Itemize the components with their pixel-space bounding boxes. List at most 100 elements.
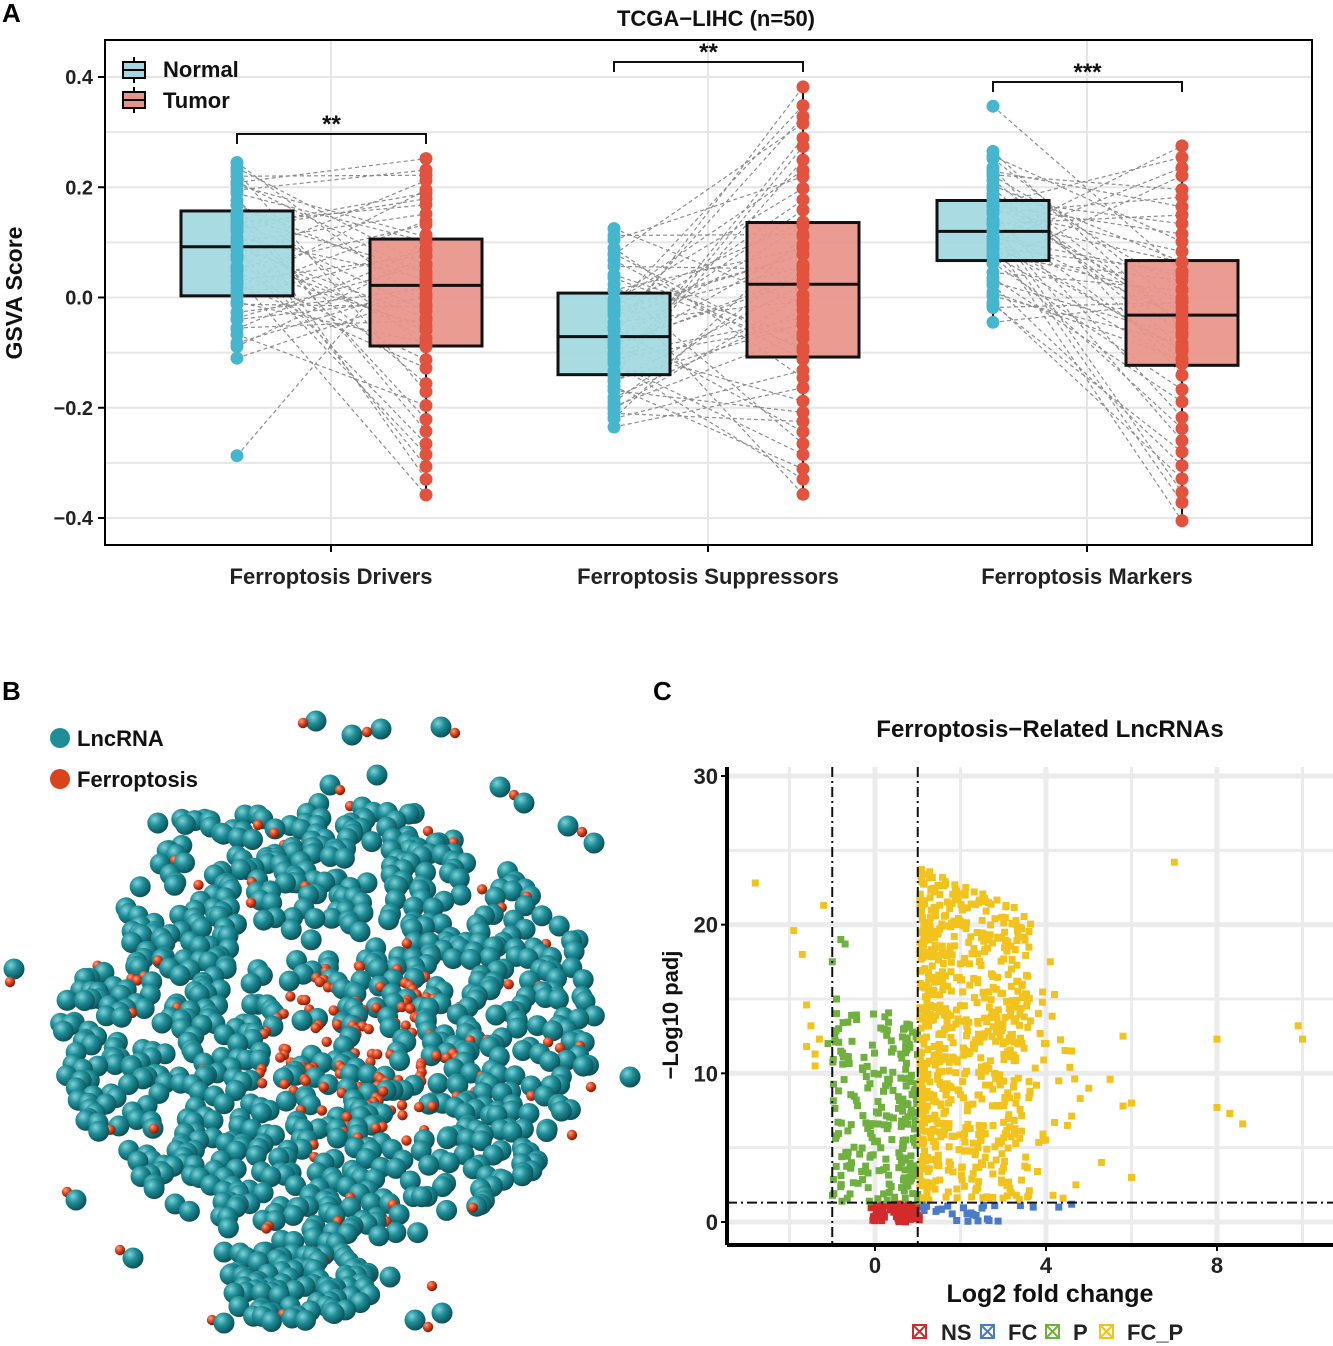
ferroptosis-node	[257, 1078, 268, 1089]
point-fc-p	[922, 1106, 930, 1114]
point-fc-p	[932, 1012, 940, 1020]
paired-line	[992, 301, 1183, 323]
point-ns	[912, 1206, 920, 1214]
point-p	[865, 1197, 873, 1205]
lncrna-node	[3, 958, 25, 980]
boxplot-legend: Normal Tumor	[122, 57, 239, 113]
point-tumor	[796, 215, 810, 229]
point-fc-p	[920, 880, 928, 888]
point-fc	[920, 1207, 928, 1214]
point-p	[882, 1163, 890, 1171]
point-tumor	[419, 460, 433, 474]
point-fc-p	[962, 1016, 970, 1024]
point-p	[903, 1034, 911, 1042]
point-tumor	[796, 163, 810, 177]
point-fc-p	[917, 1015, 925, 1023]
point-fc	[1068, 1200, 1076, 1208]
point-fc-p	[977, 961, 985, 969]
point-p	[906, 1166, 914, 1174]
point-fc-p	[1017, 1034, 1025, 1042]
point-fc-p	[1007, 942, 1015, 950]
lncrna-node	[111, 1006, 132, 1028]
point-p	[885, 1018, 892, 1026]
lncrna-node	[202, 1110, 224, 1132]
point-p	[887, 1037, 895, 1045]
point-p	[907, 1152, 915, 1160]
point-fc-p	[983, 932, 991, 940]
point-fc-p	[989, 1122, 997, 1129]
ferroptosis-node	[334, 784, 346, 796]
point-ns	[909, 1202, 917, 1210]
point-fc-p	[977, 1159, 985, 1167]
point-fc-p	[961, 1130, 969, 1138]
y-tick-label: 20	[694, 913, 718, 938]
volcano-title: Ferroptosis−Related LncRNAs	[876, 716, 1223, 743]
point-fc-p	[988, 1032, 996, 1040]
point-fc-p	[1051, 1119, 1058, 1126]
point-p	[899, 1095, 907, 1103]
lncrna-node	[280, 919, 302, 941]
point-p	[882, 1155, 890, 1163]
point-fc-p	[1018, 1112, 1026, 1120]
point-fc-p	[994, 973, 1002, 981]
point-fc-p	[983, 1018, 991, 1026]
point-p	[846, 1190, 854, 1198]
point-tumor	[1175, 421, 1189, 435]
point-fc-p	[940, 1120, 948, 1127]
point-p	[843, 1194, 851, 1202]
point-fc-p	[943, 1085, 951, 1093]
point-fc-p	[977, 1054, 985, 1062]
point-fc-p	[916, 1004, 924, 1012]
point-p	[840, 1053, 848, 1061]
lncrna-node	[404, 1309, 426, 1331]
lncrna-node	[436, 1199, 458, 1221]
point-fc-p	[934, 956, 942, 964]
legend-key-ns	[912, 1324, 927, 1339]
paired-line	[992, 277, 1183, 403]
point-p	[909, 1028, 916, 1036]
point-fc-p	[972, 1036, 980, 1044]
point-fc-p	[929, 973, 937, 981]
ferroptosis-node	[422, 1321, 434, 1333]
point-fc-p	[975, 1178, 983, 1186]
point-fc-p	[919, 966, 927, 974]
point-p	[832, 1132, 840, 1140]
point-fc-p	[999, 1020, 1007, 1028]
ferroptosis-node	[252, 819, 264, 831]
point-fc-p	[938, 920, 946, 928]
legend-label-fc: FC	[1008, 1320, 1037, 1345]
ferroptosis-node	[132, 975, 143, 986]
point-fc-p	[1012, 1057, 1020, 1064]
lncrna-node	[213, 1241, 235, 1263]
point-normal	[986, 315, 1000, 329]
point-fc-p	[936, 991, 943, 999]
point-fc-p	[1011, 946, 1019, 954]
point-p	[862, 1162, 870, 1170]
lncrna-node	[512, 1040, 534, 1061]
point-ns	[895, 1218, 903, 1225]
point-fc	[978, 1204, 986, 1212]
lncrna-node	[164, 874, 185, 896]
point-p	[847, 1162, 855, 1170]
point-tumor	[796, 405, 810, 419]
point-p	[830, 1080, 837, 1088]
point-fc-p	[945, 1120, 953, 1128]
paired-line	[613, 290, 804, 495]
network-nodes	[3, 710, 641, 1334]
point-fc-p	[916, 1052, 924, 1060]
point-fc-p	[1213, 1035, 1221, 1043]
point-fc-p	[920, 1040, 928, 1048]
point-fc-p	[981, 1130, 989, 1138]
point-p	[844, 1127, 852, 1135]
y-tick-label: −0.4	[54, 508, 94, 530]
point-fc-p	[923, 982, 931, 989]
panel-b: B LncRNA Ferroptosis	[2, 676, 641, 1334]
legend-key-cross	[1045, 1324, 1060, 1339]
point-fc-p	[998, 933, 1006, 941]
point-fc-p	[1004, 1048, 1012, 1056]
point-fc-p	[938, 942, 946, 950]
lncrna-node	[557, 815, 579, 837]
lncrna-node	[368, 1225, 390, 1247]
point-fc-p	[933, 952, 941, 960]
point-fc-p	[970, 1040, 977, 1048]
